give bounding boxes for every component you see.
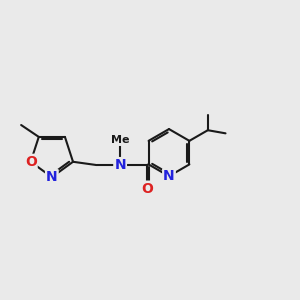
Text: N: N xyxy=(114,158,126,172)
Text: O: O xyxy=(25,155,37,169)
Text: Me: Me xyxy=(111,135,129,146)
Text: N: N xyxy=(46,170,58,184)
Text: O: O xyxy=(141,182,153,196)
Text: N: N xyxy=(163,169,175,183)
